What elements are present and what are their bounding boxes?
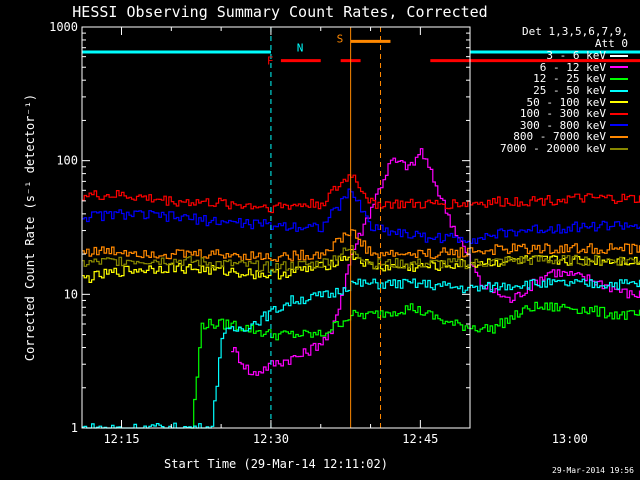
series-line-12-25-kev (191, 301, 640, 429)
legend-entry: 800 - 7000 keV (478, 130, 638, 144)
legend-entry: 3 - 6 keV (478, 49, 638, 63)
legend-label: 6 - 12 keV (539, 60, 606, 74)
x-tick-label: 13:00 (552, 432, 588, 446)
legend-label: 3 - 6 keV (546, 49, 606, 63)
plot-frame (81, 26, 471, 429)
legend-label: 100 - 300 keV (519, 107, 606, 121)
x-tick-label: 12:45 (402, 432, 438, 446)
legend-entry: 6 - 12 keV (478, 60, 638, 74)
legend-label: 12 - 25 keV (533, 72, 606, 86)
legend-swatch (610, 66, 628, 69)
legend-swatch (610, 54, 628, 57)
generated-timestamp: 29-Mar-2014 19:56 (552, 466, 634, 475)
series-line-100-300-kev (81, 174, 640, 214)
y-tick-label: 1000 (49, 20, 78, 34)
legend-entry: 50 - 100 keV (478, 95, 638, 109)
legend-swatch (610, 77, 628, 80)
legend-entry: 25 - 50 keV (478, 84, 638, 98)
y-tick-label: 10 (64, 287, 78, 301)
annotation-n: N (297, 42, 304, 55)
y-tick-label: 1 (71, 421, 78, 435)
annotation-f: F (267, 55, 274, 68)
legend-swatch (610, 89, 628, 92)
series-line-300-800-kev (81, 188, 640, 244)
x-axis-label: Start Time (29-Mar-14 12:11:02) (164, 457, 388, 471)
legend-entry: 100 - 300 keV (478, 107, 638, 121)
legend: Det 1,3,5,6,7,9, Att 0 3 - 6 keV 6 - 12 k… (478, 25, 638, 156)
legend-label: 7000 - 20000 keV (500, 142, 606, 156)
x-tick-label: 12:15 (103, 432, 139, 446)
legend-header-1: Det 1,3,5,6,7,9, (522, 25, 628, 38)
legend-entry: 7000 - 20000 keV (478, 142, 638, 156)
series-line-3-6-kev (251, 142, 640, 320)
legend-label: 800 - 7000 keV (513, 130, 606, 144)
series-line-7000-20000-kev (81, 245, 640, 273)
legend-header-2: Att 0 (594, 37, 628, 50)
legend-swatch (610, 124, 628, 127)
legend-swatch (610, 135, 628, 138)
series-line-6-12-kev (231, 148, 640, 376)
series-line-800-7000-kev (81, 229, 640, 262)
annotation-s: S (337, 33, 344, 46)
legend-swatch (610, 112, 628, 115)
legend-entry: 300 - 800 keV (478, 118, 638, 132)
y-axis-label: Corrected Count Rate (s⁻¹ detector⁻¹) (23, 94, 37, 361)
legend-swatch (610, 147, 628, 150)
legend-entry: 12 - 25 keV (478, 72, 638, 86)
x-tick-label: 12:30 (253, 432, 289, 446)
chart-title: HESSI Observing Summary Count Rates, Cor… (72, 3, 487, 21)
legend-label: 50 - 100 keV (526, 95, 606, 109)
y-tick-label: 100 (56, 154, 78, 168)
series-line-25-50-kev (81, 278, 640, 429)
legend-swatch (610, 101, 628, 104)
series-line-50-100-kev (81, 249, 640, 283)
legend-label: 25 - 50 keV (533, 84, 606, 98)
legend-label: 300 - 800 keV (519, 118, 606, 132)
